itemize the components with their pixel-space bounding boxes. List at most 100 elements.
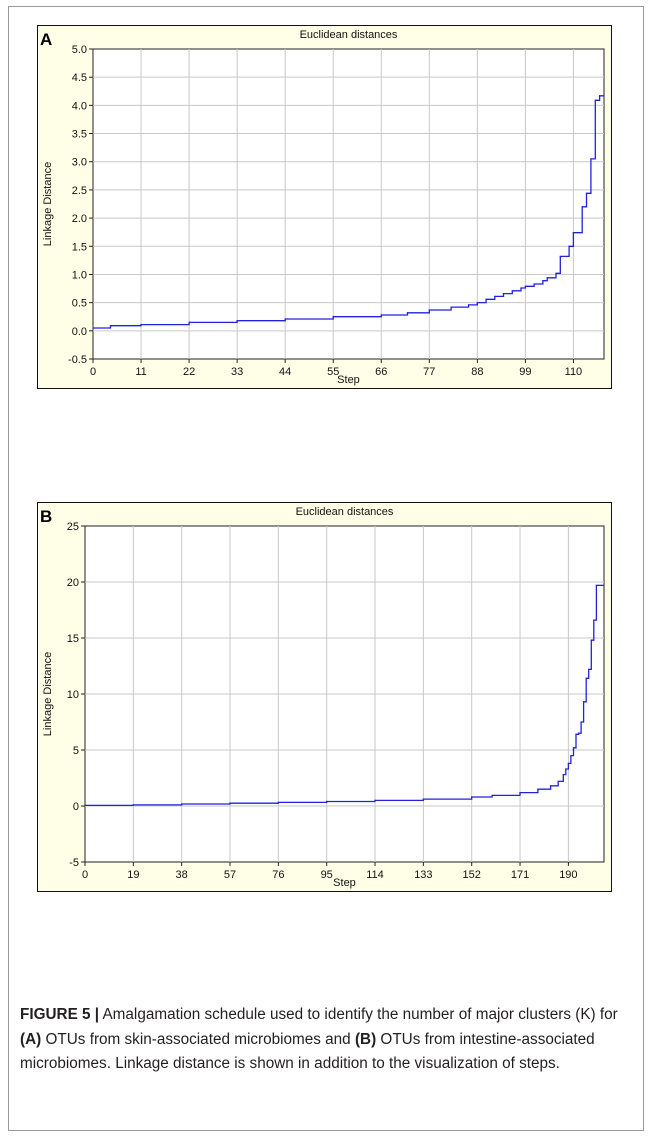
caption-text-1: Amalgamation schedule used to identify t… [99,1006,618,1023]
y-tick-label: 1.5 [72,241,87,253]
data-point [577,732,580,734]
data-point [559,255,561,258]
data-point [575,733,577,735]
data-point [557,780,559,782]
x-tick-label: 76 [272,869,284,881]
x-tick-label: 19 [127,869,139,881]
x-tick-label: 190 [559,869,577,881]
data-point [595,584,597,586]
data-point [422,798,424,800]
x-tick-label: 133 [414,869,432,881]
panel-label-a: A [40,30,52,49]
data-point [277,801,279,804]
y-tick-label: 10 [67,689,79,701]
x-tick-label: 88 [471,366,483,378]
y-tick-label: 20 [67,577,79,589]
x-tick-label: 44 [279,366,291,378]
data-point [583,701,585,703]
data-point [485,298,487,300]
y-tick-label: 2.0 [72,213,87,225]
data-point [533,283,535,285]
data-point [572,747,575,749]
y-tick-label: 2.5 [72,185,87,197]
data-point [593,619,595,621]
y-tick-label: 5.0 [72,44,87,56]
data-point [520,287,522,289]
x-axis-label: Step [337,374,360,386]
y-tick-label: 3.5 [72,129,87,141]
x-tick-label: 152 [463,869,481,881]
data-point [594,99,596,101]
data-point [567,762,569,765]
y-tick-label: 1.0 [72,269,87,281]
data-point [380,314,382,316]
y-tick-label: -5 [69,857,79,869]
data-point [502,293,505,295]
data-point [471,796,473,798]
data-point [494,295,496,298]
x-tick-label: 99 [519,366,531,378]
data-point [374,799,376,801]
data-point [229,802,231,804]
caption-bold-a: (A) [20,1030,42,1048]
figure-frame [8,6,644,1131]
data-point [585,677,587,679]
data-point [188,321,190,323]
y-tick-label: 25 [67,521,79,533]
data-point [568,245,570,247]
panel-label-b: B [40,507,52,526]
y-tick-label: 0 [73,801,79,813]
y-tick-label: 0.5 [72,298,87,310]
x-tick-label: 22 [183,366,195,378]
data-point [491,794,493,796]
data-point [511,290,513,292]
data-point [585,192,588,194]
caption-figure-label: FIGURE 5 | [20,1006,100,1023]
data-point [590,158,592,160]
y-tick-label: 15 [67,633,79,645]
data-point [519,791,521,794]
data-point [546,277,548,279]
data-point [109,325,112,327]
x-tick-label: 33 [231,366,243,378]
data-point [428,309,430,311]
data-point [588,668,590,670]
data-point [84,804,86,807]
y-tick-label: 5 [73,745,79,757]
data-point [562,774,564,776]
linkage-step-line [93,95,604,329]
chart-title: Euclidean distances [296,506,394,518]
x-tick-label: 57 [224,869,236,881]
figure-caption: FIGURE 5 | Amalgamation schedule used to… [20,1003,640,1077]
x-tick-label: 0 [82,869,88,881]
data-point [581,206,583,208]
x-tick-label: 77 [423,366,435,378]
data-point [476,302,478,304]
data-point [603,584,605,586]
plot-area [92,48,605,360]
x-tick-label: 114 [366,869,384,881]
x-tick-label: 0 [90,366,96,378]
data-point [598,584,600,586]
chart-panel-a: 0 11 22 33 44 55 66 77 88 99 110 -0.5 0.0 0.5 1.0 1.5 2.… [37,25,612,389]
x-axis-label: Step [333,877,356,889]
chart-title: Euclidean distances [300,29,398,41]
data-point [468,304,470,306]
data-point [132,804,134,806]
data-point [572,232,575,234]
data-point [181,803,183,805]
data-point [599,95,601,97]
y-tick-label: 4.0 [72,100,87,112]
x-tick-label: 171 [511,869,529,881]
caption-bold-b: (B) [354,1030,377,1048]
y-axis-label: Linkage Distance [42,652,54,736]
data-point [542,280,544,282]
data-point [603,95,605,97]
caption-text-3: OTUs from intestine-associated microbiom… [20,1030,595,1073]
data-point [565,768,567,770]
data-point [555,272,557,274]
x-tick-label: 110 [565,366,583,378]
y-tick-label: 0.0 [72,326,87,338]
data-point [590,639,592,641]
y-axis-label: Linkage Distance [42,162,54,246]
